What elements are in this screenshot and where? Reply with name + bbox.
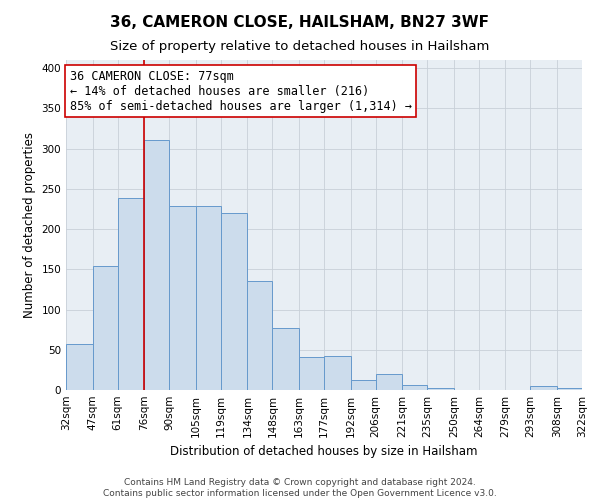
Text: Size of property relative to detached houses in Hailsham: Size of property relative to detached ho…	[110, 40, 490, 53]
Bar	[557, 388, 584, 390]
Bar	[66, 344, 92, 390]
Bar	[299, 357, 324, 390]
Bar	[324, 356, 350, 390]
Bar	[247, 282, 272, 390]
Bar	[196, 206, 221, 390]
Bar	[530, 386, 557, 390]
Text: 36, CAMERON CLOSE, HAILSHAM, BN27 3WF: 36, CAMERON CLOSE, HAILSHAM, BN27 3WF	[110, 15, 490, 30]
Bar	[402, 385, 427, 390]
Bar	[118, 198, 144, 390]
Bar	[221, 213, 247, 390]
Text: Contains HM Land Registry data © Crown copyright and database right 2024.
Contai: Contains HM Land Registry data © Crown c…	[103, 478, 497, 498]
Bar	[144, 140, 169, 390]
Bar	[169, 206, 196, 390]
Bar	[272, 328, 299, 390]
Bar	[350, 380, 376, 390]
Bar	[92, 266, 118, 390]
Y-axis label: Number of detached properties: Number of detached properties	[23, 132, 36, 318]
Bar	[376, 374, 402, 390]
Text: 36 CAMERON CLOSE: 77sqm
← 14% of detached houses are smaller (216)
85% of semi-d: 36 CAMERON CLOSE: 77sqm ← 14% of detache…	[70, 70, 412, 112]
Bar	[427, 388, 454, 390]
X-axis label: Distribution of detached houses by size in Hailsham: Distribution of detached houses by size …	[170, 446, 478, 458]
